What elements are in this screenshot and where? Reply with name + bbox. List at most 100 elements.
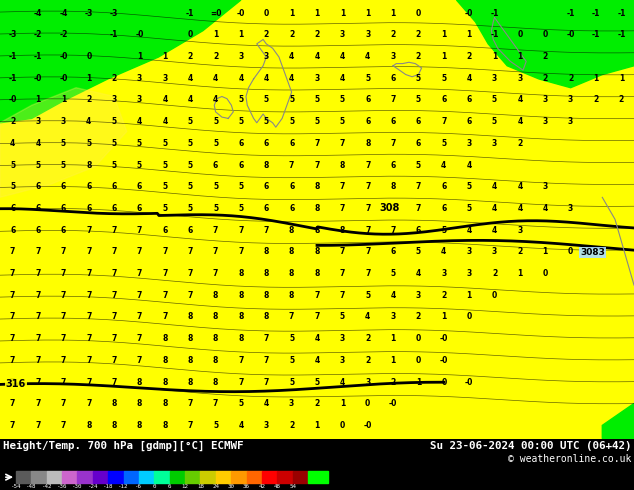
Text: -0: -0 bbox=[8, 96, 17, 104]
Text: 5: 5 bbox=[238, 96, 243, 104]
Text: 4: 4 bbox=[365, 52, 370, 61]
Text: 7: 7 bbox=[188, 291, 193, 300]
Text: 7: 7 bbox=[86, 334, 91, 343]
Text: 6: 6 bbox=[264, 182, 269, 191]
Text: 8: 8 bbox=[238, 334, 243, 343]
Text: 7: 7 bbox=[10, 334, 15, 343]
Text: 8: 8 bbox=[238, 269, 243, 278]
Text: 6: 6 bbox=[238, 139, 243, 148]
Text: 7: 7 bbox=[137, 313, 142, 321]
Text: 7: 7 bbox=[10, 247, 15, 256]
Text: 5: 5 bbox=[10, 161, 15, 170]
Text: 8: 8 bbox=[264, 291, 269, 300]
Text: 1: 1 bbox=[441, 30, 446, 39]
Text: 3: 3 bbox=[340, 30, 345, 39]
Text: 5: 5 bbox=[188, 161, 193, 170]
Text: 4: 4 bbox=[517, 96, 522, 104]
Text: 2: 2 bbox=[314, 399, 320, 408]
Text: 0: 0 bbox=[441, 377, 446, 387]
Bar bbox=[170, 471, 185, 483]
Text: 1: 1 bbox=[391, 9, 396, 18]
Text: 5: 5 bbox=[492, 117, 497, 126]
Text: 5: 5 bbox=[112, 139, 117, 148]
Text: 6: 6 bbox=[188, 225, 193, 235]
Text: 6: 6 bbox=[10, 204, 15, 213]
Text: 4: 4 bbox=[314, 52, 320, 61]
Text: 4: 4 bbox=[238, 74, 243, 83]
Text: 7: 7 bbox=[10, 421, 15, 430]
Text: 7: 7 bbox=[10, 291, 15, 300]
Text: 6: 6 bbox=[137, 204, 142, 213]
Text: 4: 4 bbox=[543, 204, 548, 213]
Text: 7: 7 bbox=[213, 399, 218, 408]
Text: 1: 1 bbox=[162, 52, 167, 61]
Text: 4: 4 bbox=[314, 334, 320, 343]
Text: 8: 8 bbox=[86, 421, 91, 430]
Text: 1: 1 bbox=[593, 74, 598, 83]
Text: 7: 7 bbox=[213, 247, 218, 256]
Text: 1: 1 bbox=[517, 52, 522, 61]
Text: 3: 3 bbox=[162, 74, 167, 83]
Text: 7: 7 bbox=[61, 247, 66, 256]
Text: 8: 8 bbox=[238, 291, 243, 300]
Text: 5: 5 bbox=[365, 74, 370, 83]
Text: 7: 7 bbox=[188, 399, 193, 408]
Text: 5: 5 bbox=[162, 204, 167, 213]
Text: 5: 5 bbox=[162, 139, 167, 148]
Text: 308: 308 bbox=[380, 203, 400, 213]
Text: 8: 8 bbox=[391, 204, 396, 213]
Text: 1: 1 bbox=[314, 9, 320, 18]
Text: 5: 5 bbox=[213, 182, 218, 191]
Text: 3: 3 bbox=[391, 52, 396, 61]
Text: 6: 6 bbox=[112, 182, 117, 191]
Text: 2: 2 bbox=[391, 377, 396, 387]
Text: 5: 5 bbox=[213, 117, 218, 126]
Text: Height/Temp. 700 hPa [gdmp][°C] ECMWF: Height/Temp. 700 hPa [gdmp][°C] ECMWF bbox=[3, 441, 243, 451]
Bar bbox=[293, 471, 308, 483]
Bar bbox=[277, 471, 293, 483]
Text: 5: 5 bbox=[340, 117, 345, 126]
Text: 4: 4 bbox=[340, 74, 345, 83]
Text: 3: 3 bbox=[568, 117, 573, 126]
Text: 2: 2 bbox=[619, 96, 624, 104]
Text: 3: 3 bbox=[289, 399, 294, 408]
Text: 8: 8 bbox=[314, 269, 320, 278]
Text: 3: 3 bbox=[365, 30, 370, 39]
Text: 1: 1 bbox=[619, 74, 624, 83]
Text: 1: 1 bbox=[441, 52, 446, 61]
Text: 3: 3 bbox=[543, 96, 548, 104]
Text: 5: 5 bbox=[340, 96, 345, 104]
Text: 7: 7 bbox=[36, 334, 41, 343]
Text: 7: 7 bbox=[86, 247, 91, 256]
Text: 5: 5 bbox=[61, 139, 66, 148]
Text: 7: 7 bbox=[36, 421, 41, 430]
Text: 4: 4 bbox=[517, 204, 522, 213]
Text: 7: 7 bbox=[213, 225, 218, 235]
Text: 5: 5 bbox=[137, 139, 142, 148]
Text: 7: 7 bbox=[188, 421, 193, 430]
Text: 4: 4 bbox=[238, 421, 243, 430]
Text: 7: 7 bbox=[112, 247, 117, 256]
Text: 7: 7 bbox=[340, 269, 345, 278]
Text: 5: 5 bbox=[112, 161, 117, 170]
Text: 4: 4 bbox=[162, 117, 167, 126]
Text: -0: -0 bbox=[34, 74, 42, 83]
Text: 7: 7 bbox=[416, 204, 421, 213]
Text: 7: 7 bbox=[112, 291, 117, 300]
Text: 5: 5 bbox=[416, 74, 421, 83]
Text: -0: -0 bbox=[236, 9, 245, 18]
Text: 6: 6 bbox=[289, 139, 294, 148]
Text: 2: 2 bbox=[188, 52, 193, 61]
Text: 3: 3 bbox=[314, 74, 320, 83]
Text: -2: -2 bbox=[59, 30, 68, 39]
Text: 2: 2 bbox=[517, 139, 522, 148]
Text: 3: 3 bbox=[568, 204, 573, 213]
Text: 5: 5 bbox=[289, 377, 294, 387]
Text: 6: 6 bbox=[10, 225, 15, 235]
Text: 7: 7 bbox=[340, 139, 345, 148]
Polygon shape bbox=[0, 88, 127, 197]
Text: 4: 4 bbox=[492, 182, 497, 191]
Text: 3: 3 bbox=[492, 74, 497, 83]
Text: 316: 316 bbox=[6, 379, 26, 389]
Text: 18: 18 bbox=[197, 484, 204, 489]
